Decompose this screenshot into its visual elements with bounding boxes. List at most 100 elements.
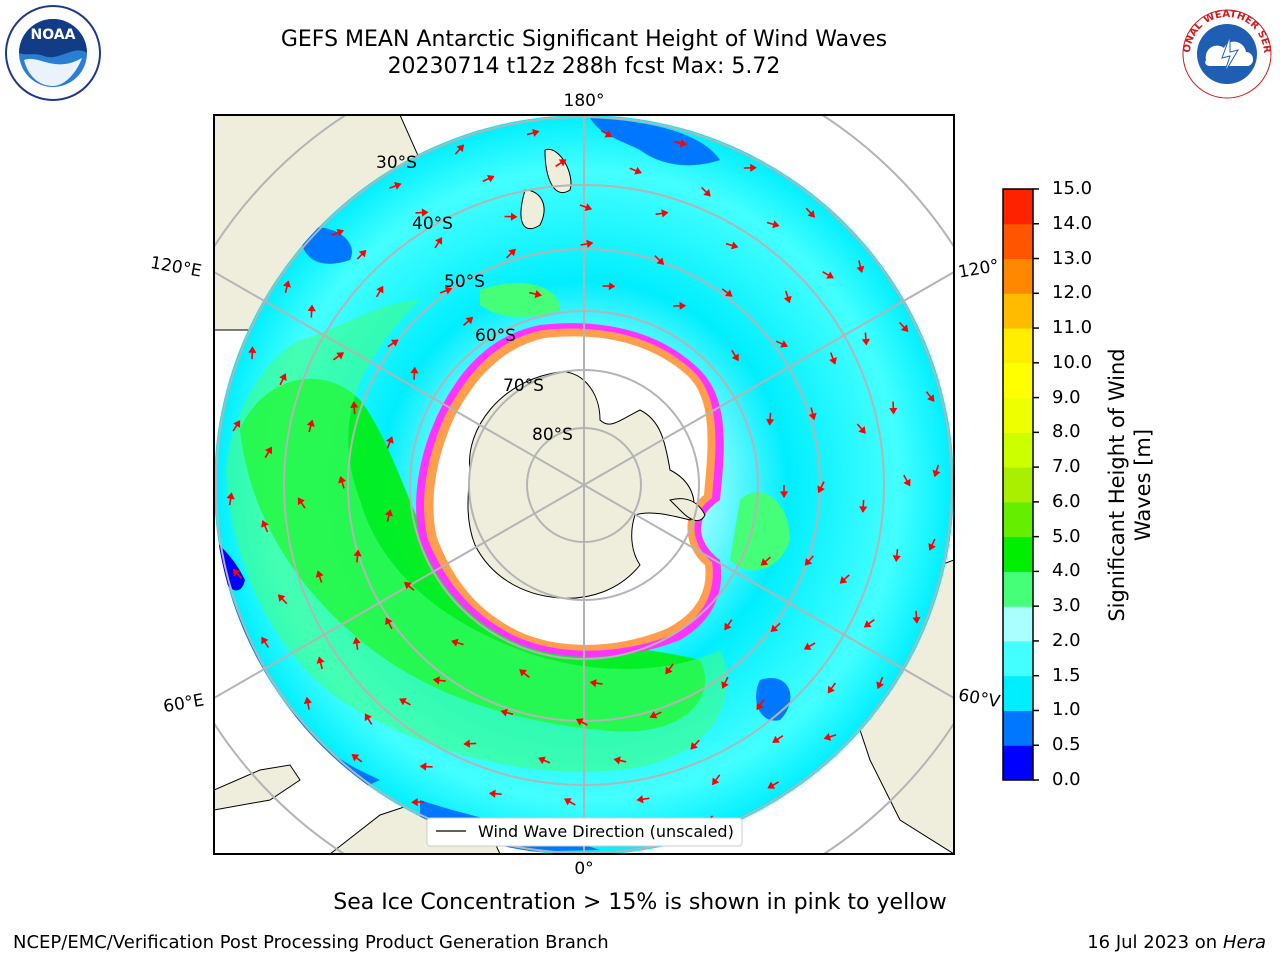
- wind-arrow-head: [765, 418, 775, 426]
- wind-arrow-head: [690, 742, 698, 750]
- wind-arrow-head: [306, 419, 315, 427]
- wind-arrow-head: [858, 426, 866, 434]
- graticule: [214, 115, 954, 854]
- colorbar-tick-label: 7.0: [1052, 456, 1081, 478]
- wind-arrow-head: [261, 636, 269, 645]
- map-frame-border: [213, 114, 955, 855]
- colorbar-tick-label: 10.0: [1052, 351, 1093, 373]
- lat-label-40: 40°S: [412, 214, 453, 234]
- wind-arrow-head: [282, 280, 291, 288]
- wind-arrow-head: [279, 373, 287, 381]
- wind-arrow-head: [233, 420, 241, 428]
- madagascar-landmass: [214, 764, 301, 811]
- wind-arrow-head: [661, 209, 669, 218]
- colorbar-tick-label: 0.5: [1052, 734, 1081, 756]
- wind-arrow-head: [350, 401, 359, 408]
- colorbar-tick-label: 0.0: [1052, 769, 1081, 790]
- wind-arrow-head: [534, 290, 542, 299]
- wind-arrow-head: [508, 248, 516, 257]
- wind-arrow-head: [297, 497, 305, 506]
- wind-arrow-head: [394, 182, 402, 190]
- wind-arrow-head: [456, 144, 465, 153]
- lon-label-bottom: 0°: [574, 859, 593, 879]
- colorbar-tick-label: 3.0: [1052, 595, 1081, 617]
- wind-arrow-head: [404, 581, 412, 590]
- wind-arrow-head: [316, 656, 325, 664]
- colorbar-segment: [1003, 432, 1033, 468]
- colorbar-tick-label: 2.0: [1052, 629, 1081, 651]
- wind-arrow-head: [665, 666, 673, 675]
- wind-arrow-head: [264, 446, 273, 455]
- wind-arrow-head: [861, 338, 870, 346]
- wind-arrow-head: [750, 163, 757, 172]
- legend-label: Wind Wave Direction (unscaled): [478, 822, 734, 841]
- wind-arrow-head: [721, 681, 729, 689]
- wind-arrow-head: [432, 676, 440, 685]
- wind-arrow-head: [444, 286, 453, 295]
- lat-label-70: 70°S: [503, 376, 544, 396]
- legend-box: [426, 817, 743, 847]
- colorbar-segment: [1003, 362, 1033, 399]
- wind-arrow-head: [892, 555, 901, 563]
- wind-arrow-head: [421, 208, 429, 217]
- wind-arrow-head: [889, 407, 898, 415]
- colorbar-title-line2: Waves [m]: [1131, 428, 1155, 542]
- wind-arrow-head: [410, 366, 419, 374]
- colorbar-tick-label: 9.0: [1052, 386, 1081, 408]
- wind-arrow-head: [856, 265, 865, 274]
- wind-arrow-head: [353, 549, 362, 557]
- wind-arrow-head: [807, 210, 816, 218]
- wind-arrow-head: [463, 739, 470, 748]
- wind-arrow-head: [772, 735, 780, 743]
- wind-arrow-head: [823, 732, 832, 741]
- colorbar-title: Significant Height of Wind Waves [m]: [1104, 315, 1156, 655]
- wind-arrow-head: [486, 174, 495, 183]
- wind-arrow-head: [803, 642, 812, 650]
- wind-arrow-head: [703, 188, 711, 197]
- colorbar-segment: [1003, 467, 1033, 503]
- lon-label-right-lower: 60°V: [957, 685, 1002, 712]
- colorbar-tick-label: 4.0: [1052, 560, 1081, 582]
- wind-arrow-head: [829, 357, 837, 365]
- wind-arrow-head: [315, 570, 324, 578]
- colorbar-segment: [1003, 606, 1033, 642]
- antarctica-landmass: [467, 371, 695, 599]
- credit-right: 16 Jul 2023 on Hera: [1087, 932, 1266, 953]
- colorbar-tick-label: 11.0: [1052, 317, 1093, 339]
- colorbar-segment: [1003, 223, 1033, 260]
- wind-arrow-head: [679, 139, 688, 148]
- new-zealand-landmass: [520, 149, 572, 230]
- colorbar-tick-label: 15.0: [1052, 178, 1093, 199]
- wind-arrow-head: [277, 594, 286, 602]
- map-legend: Wind Wave Direction (unscaled): [426, 817, 743, 847]
- lat-label-30: 30°S: [376, 153, 417, 173]
- antarctic-peninsula: [669, 498, 706, 522]
- wind-arrow-head: [783, 295, 792, 304]
- colorbar-segment: [1003, 571, 1033, 607]
- colorbar-tick-label: 13.0: [1052, 247, 1093, 269]
- wind-arrow-head: [927, 394, 935, 402]
- wind-arrow-head: [932, 469, 941, 478]
- colorbar-segment: [1003, 501, 1033, 538]
- colorbar-segment: [1003, 293, 1033, 329]
- wind-arrow-head: [712, 777, 720, 786]
- wind-arrow-head: [679, 301, 687, 310]
- wind-arrow-head: [226, 492, 235, 500]
- colorbar-border: [1002, 188, 1034, 781]
- credit-left: NCEP/EMC/Verification Post Processing Pr…: [13, 932, 609, 953]
- credit-right-prefix: 16 Jul 2023 on: [1087, 932, 1223, 953]
- wind-arrow-head: [863, 620, 872, 628]
- wind-arrow-head: [760, 558, 769, 566]
- colorbar-segment: [1003, 710, 1033, 746]
- wind-arrow-head: [532, 128, 540, 137]
- wind-arrow-head: [558, 159, 567, 167]
- chart-title-line1: GEFS MEAN Antarctic Significant Height o…: [280, 27, 888, 52]
- colorbar-tick-label: 8.0: [1052, 421, 1081, 443]
- wind-arrow-head: [351, 754, 360, 762]
- colorbar-segment: [1003, 328, 1033, 364]
- wind-arrow-head: [613, 756, 621, 765]
- wind-arrow-head: [435, 237, 443, 245]
- colorbar: [1002, 188, 1039, 781]
- colorbar-segment: [1003, 536, 1033, 572]
- wind-arrow-head: [352, 636, 361, 645]
